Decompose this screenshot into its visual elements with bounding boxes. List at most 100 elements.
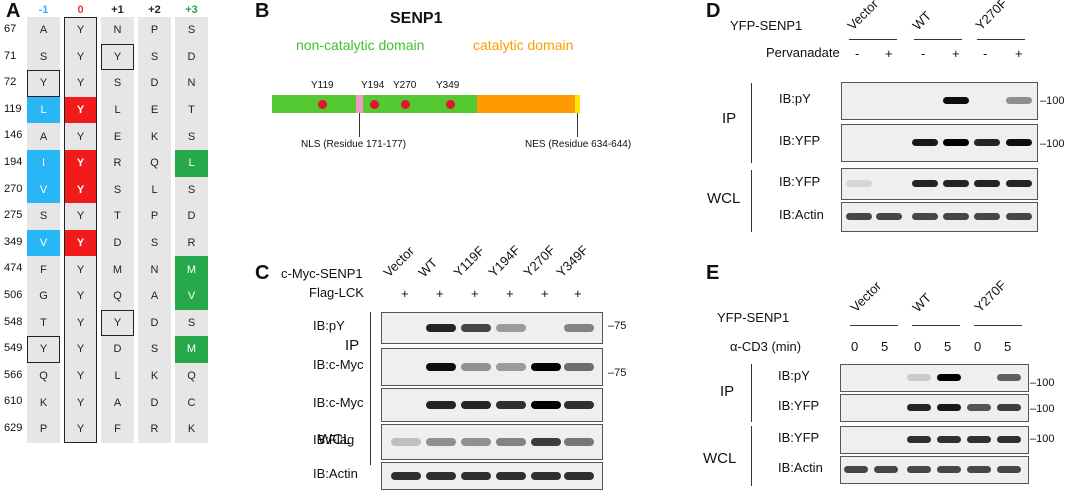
residue-cell: Y bbox=[64, 256, 97, 283]
lane-sign: + bbox=[541, 286, 549, 301]
e-mw-100-c: –100 bbox=[1030, 433, 1055, 445]
site-label-y349: Y349 bbox=[436, 80, 460, 91]
residue-cell: K bbox=[175, 416, 208, 443]
residue-cell: R bbox=[175, 229, 208, 257]
residue-cell: Y bbox=[64, 70, 97, 97]
time-label: 5 bbox=[1004, 339, 1012, 354]
residue-cell: Y bbox=[64, 43, 97, 71]
c-mw-75-a: –75 bbox=[608, 320, 627, 332]
site-dot-y119 bbox=[318, 100, 327, 109]
residue-cell: M bbox=[101, 256, 134, 283]
protein-band bbox=[876, 213, 902, 220]
nls-label: NLS (Residue 171-177) bbox=[301, 139, 407, 150]
residue-cell: A bbox=[27, 123, 60, 150]
group-label: WT bbox=[909, 290, 935, 315]
protein-band bbox=[461, 324, 491, 332]
residue-cell: Q bbox=[175, 362, 208, 390]
lane-sign: + bbox=[885, 46, 893, 61]
protein-band bbox=[1006, 97, 1032, 104]
residue-cell: P bbox=[27, 416, 60, 443]
c-wcl-label: WCL bbox=[318, 431, 352, 448]
residue-cell: L bbox=[27, 96, 60, 124]
residue-cell: S bbox=[175, 176, 208, 204]
protein-band bbox=[846, 180, 872, 187]
protein-band bbox=[974, 180, 1000, 187]
residue-cell: Y bbox=[64, 283, 97, 310]
protein-band bbox=[1006, 213, 1032, 220]
residue-cell: E bbox=[138, 96, 171, 124]
residue-cell: A bbox=[27, 17, 60, 44]
blot-label: IB:YFP bbox=[778, 398, 820, 413]
residue-cell: N bbox=[175, 70, 208, 97]
residue-cell: Y bbox=[101, 309, 134, 337]
site-label-y270: Y270 bbox=[393, 80, 417, 91]
residue-cell: F bbox=[27, 256, 60, 283]
nes-label: NES (Residue 634-644) bbox=[525, 139, 632, 150]
blot-strip bbox=[840, 364, 1029, 392]
protein-band bbox=[997, 466, 1021, 473]
protein-band bbox=[461, 363, 491, 371]
d-wcl-label: WCL bbox=[707, 190, 741, 207]
protein-band bbox=[426, 363, 456, 371]
panel-d-letter: D bbox=[706, 0, 721, 22]
noncatalytic-domain-label: non-catalytic domain bbox=[296, 37, 425, 53]
protein-band bbox=[907, 466, 931, 473]
residue-cell: S bbox=[138, 229, 171, 257]
e-ip-label: IP bbox=[720, 383, 735, 400]
protein-band bbox=[564, 324, 594, 332]
c-cotransfect-label: Flag-LCK bbox=[309, 285, 364, 300]
residue-cell: Q bbox=[138, 150, 171, 177]
lane-sign: - bbox=[921, 46, 926, 61]
residue-cell: Y bbox=[64, 416, 97, 443]
residue-cell: S bbox=[27, 43, 60, 71]
e-wcl-label: WCL bbox=[703, 450, 737, 467]
protein-band bbox=[426, 438, 456, 446]
protein-band bbox=[564, 363, 594, 371]
residue-cell: T bbox=[27, 309, 60, 337]
residue-cell: S bbox=[101, 176, 134, 204]
group-underline bbox=[850, 325, 898, 326]
lane-label: Y349F bbox=[553, 242, 592, 280]
protein-title: SENP1 bbox=[390, 10, 443, 27]
residue-position: 275 bbox=[4, 209, 23, 222]
protein-band bbox=[426, 324, 456, 332]
lane-sign: + bbox=[1015, 46, 1023, 61]
blot-label: IB:pY bbox=[313, 318, 345, 333]
residue-cell: Y bbox=[64, 17, 97, 44]
residue-cell: S bbox=[175, 17, 208, 44]
protein-band bbox=[907, 404, 931, 411]
group-label: Y270F bbox=[972, 0, 1011, 34]
blot-label: IB:Flag bbox=[313, 432, 355, 447]
residue-cell: Y bbox=[64, 309, 97, 337]
lane-sign: + bbox=[506, 286, 514, 301]
residue-position: 67 bbox=[4, 23, 17, 35]
group-underline bbox=[849, 39, 897, 40]
blot-label: IB:c-Myc bbox=[313, 395, 364, 410]
residue-position: 270 bbox=[4, 182, 23, 195]
group-label: Vector bbox=[847, 278, 885, 315]
lane-label: Y270F bbox=[520, 242, 559, 280]
residue-cell: Y bbox=[64, 336, 97, 363]
c-ip-label: IP bbox=[345, 337, 360, 354]
protein-band bbox=[912, 213, 938, 220]
residue-position: 566 bbox=[4, 368, 23, 381]
residue-position: 548 bbox=[4, 315, 23, 328]
blot-strip bbox=[841, 82, 1038, 120]
c-mw-75-b: –75 bbox=[608, 367, 627, 379]
d-ip-bracket bbox=[751, 83, 752, 163]
lane-sign: + bbox=[471, 286, 479, 301]
e-treatment-label: α-CD3 (min) bbox=[730, 339, 802, 354]
protein-band bbox=[974, 213, 1000, 220]
residue-cell: S bbox=[138, 336, 171, 363]
residue-cell: Y bbox=[64, 362, 97, 390]
residue-cell: P bbox=[138, 17, 171, 44]
protein-band bbox=[1006, 139, 1032, 146]
blot-label: IB:c-Myc bbox=[313, 357, 364, 372]
protein-band bbox=[461, 472, 491, 480]
catalytic-domain-bar bbox=[477, 95, 575, 113]
d-mw-100-a: –100 bbox=[1040, 95, 1065, 107]
lane-sign: - bbox=[983, 46, 988, 61]
catalytic-domain-label: catalytic domain bbox=[473, 37, 574, 53]
residue-cell: S bbox=[175, 123, 208, 150]
group-underline bbox=[912, 325, 960, 326]
